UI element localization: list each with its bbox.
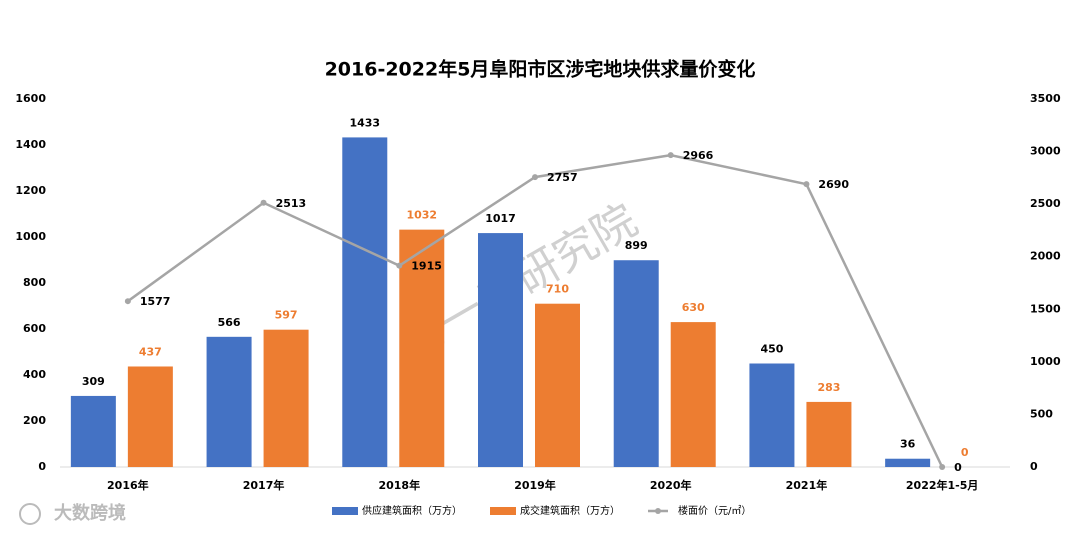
bar (399, 229, 445, 467)
legend-label: 供应建筑面积（万方） (362, 504, 462, 517)
line-point (532, 174, 538, 181)
x-tick-label: 2016年 (107, 478, 149, 492)
bar (127, 366, 173, 467)
line-point (803, 181, 810, 188)
legend-label: 成交建筑面积（万方） (520, 504, 620, 517)
value-label: 710 (546, 283, 569, 296)
legend-swatch (332, 507, 358, 515)
logo: 大数跨境 (19, 502, 126, 525)
bar (263, 329, 309, 467)
bar (613, 260, 659, 467)
value-label: 0 (961, 446, 969, 459)
legend-item: 供应建筑面积（万方） (332, 504, 462, 517)
line-value-label: 2757 (547, 171, 578, 184)
logo-icon (19, 503, 41, 525)
x-tick-label: 2021年 (786, 478, 828, 492)
y2-tick-label: 3500 (1030, 92, 1061, 105)
y2-tick-label: 3000 (1030, 145, 1061, 158)
x-tick-label: 2018年 (378, 478, 420, 492)
logo-text: 大数跨境 (54, 502, 126, 524)
line-point (939, 464, 946, 470)
value-label: 1433 (349, 116, 380, 129)
y-tick-label: 1400 (15, 138, 46, 151)
value-label: 1017 (485, 212, 516, 225)
x-tick-label: 2017年 (243, 478, 285, 492)
value-label: 899 (625, 239, 648, 252)
x-tick-label: 2019年 (514, 478, 556, 492)
value-label: 450 (760, 343, 783, 356)
value-label: 1032 (406, 209, 437, 222)
y-tick-label: 0 (38, 460, 46, 473)
y2-tick-label: 0 (1030, 460, 1038, 473)
line-value-label: 0 (954, 461, 962, 474)
y-tick-label: 1200 (15, 184, 46, 197)
legend-label: 楼面价（元/㎡） (678, 504, 751, 517)
line-point (260, 199, 267, 206)
x-tick-label: 2020年 (650, 478, 692, 492)
line-value-label: 1915 (411, 260, 442, 273)
y2-tick-label: 1000 (1030, 355, 1061, 368)
y2-tick-label: 2000 (1030, 250, 1061, 263)
value-label: 597 (275, 309, 298, 322)
value-label: 630 (682, 301, 705, 314)
value-label: 437 (139, 345, 162, 358)
y-tick-label: 400 (23, 368, 46, 381)
legend-item: 楼面价（元/㎡） (648, 504, 751, 517)
line-value-label: 2513 (276, 197, 307, 210)
bar (70, 395, 116, 467)
y2-tick-label: 500 (1030, 407, 1053, 420)
value-label: 309 (82, 375, 105, 388)
bar (749, 363, 795, 467)
line-value-label: 2966 (683, 149, 714, 162)
bar (478, 233, 523, 467)
y-tick-label: 800 (23, 276, 46, 289)
bar (535, 303, 580, 467)
chart-title: 2016-2022年5月阜阳市区涉宅地块供求量价变化 (325, 58, 756, 81)
bar (806, 401, 852, 467)
line-value-label: 2690 (818, 178, 849, 191)
line-value-label: 1577 (140, 295, 171, 308)
y-tick-label: 1000 (15, 230, 46, 243)
legend-swatch (490, 507, 516, 515)
x-tick-label: 2022年1-5月 (906, 478, 979, 492)
line-point (396, 262, 403, 269)
y-tick-label: 1600 (15, 92, 46, 105)
bar (342, 137, 388, 467)
value-label: 36 (900, 438, 916, 451)
bar (885, 458, 931, 467)
y2-tick-label: 1500 (1030, 302, 1061, 315)
value-label: 283 (817, 381, 840, 394)
line-point (124, 298, 131, 305)
line-point (667, 152, 674, 159)
bar (206, 336, 252, 467)
y2-tick-label: 2500 (1030, 197, 1061, 210)
bar (670, 322, 716, 467)
y-tick-label: 200 (23, 414, 46, 427)
y-tick-label: 600 (23, 322, 46, 335)
legend-item: 成交建筑面积（万方） (490, 504, 620, 517)
value-label: 566 (218, 316, 241, 329)
legend-swatch-point (655, 508, 661, 514)
